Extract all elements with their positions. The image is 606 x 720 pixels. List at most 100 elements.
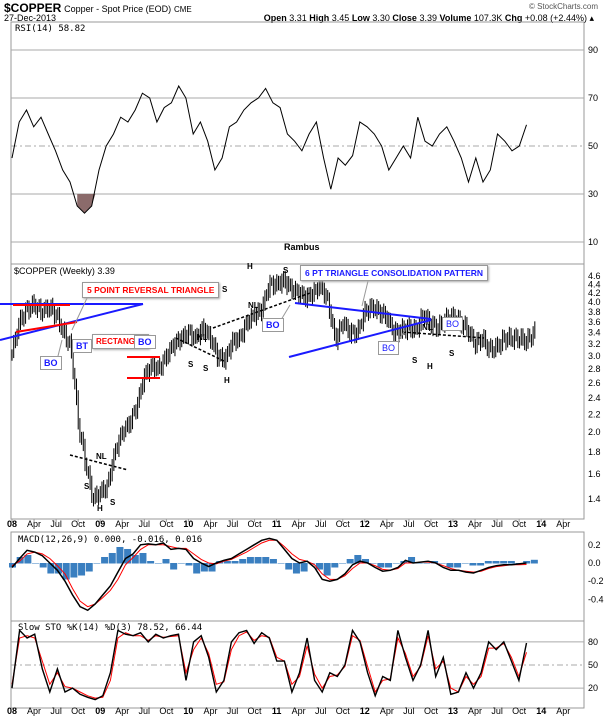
x-tick-label: Oct <box>71 519 86 529</box>
x-tick-label: Jul <box>491 706 503 716</box>
macd-histogram-bar <box>101 556 109 564</box>
sto-title: Slow STO %K(14) %D(3) 78.52, 66.44 <box>18 623 203 633</box>
macd-histogram-bar <box>208 563 216 572</box>
price-tick-label: 3.8 <box>588 307 601 317</box>
x-tick-label: Oct <box>424 519 439 529</box>
macd-histogram-bar <box>223 560 231 564</box>
x-tick-label: 12 <box>360 706 370 716</box>
x-tick-label: Apr <box>380 519 394 529</box>
x-tick-label: Apr <box>468 706 482 716</box>
neckline-2013 <box>402 331 485 339</box>
macd-title: MACD(12,26,9) 0.000, -0.016, 0.016 <box>18 535 203 545</box>
x-tick-label: 08 <box>7 519 17 529</box>
callout-pointer <box>361 280 369 307</box>
macd-histogram-bar <box>78 563 86 576</box>
price-tick-label: 1.4 <box>588 494 601 504</box>
high-value: 3.45 <box>331 13 350 23</box>
macd-histogram-bar <box>277 563 285 564</box>
x-tick-label: Jul <box>227 519 239 529</box>
x-tick-label: Apr <box>27 519 41 529</box>
macd-histogram-bar <box>170 563 178 570</box>
macd-histogram-bar <box>262 556 270 564</box>
macd-histogram-bar <box>285 563 293 570</box>
macd-histogram-bar <box>154 563 162 564</box>
macd-histogram-bar <box>24 554 32 564</box>
pattern-label-s: S <box>449 349 455 358</box>
sto-tick-label: 50 <box>588 660 598 670</box>
macd-histogram-bar <box>292 563 300 574</box>
macd-histogram-bar <box>254 556 262 564</box>
bo-label: BO <box>40 356 62 370</box>
x-tick-label: Apr <box>292 706 306 716</box>
x-tick-label: Apr <box>556 706 570 716</box>
sto-k-line <box>11 628 528 701</box>
macd-histogram-bar <box>354 554 362 564</box>
macd-signal-line <box>11 539 527 608</box>
x-tick-label: Apr <box>556 519 570 529</box>
x-tick-label: Oct <box>159 519 174 529</box>
rsi-panel <box>10 21 585 265</box>
macd-histogram-bar <box>239 558 247 564</box>
x-tick-label: Oct <box>424 706 439 716</box>
macd-histogram-bar <box>108 552 116 564</box>
quote-summary: Open 3.31 High 3.45 Low 3.30 Close 3.39 … <box>264 13 594 24</box>
x-tick-label: 09 <box>95 519 105 529</box>
pattern-label-s: S <box>222 285 228 294</box>
rsi-line <box>11 84 527 214</box>
neckline-2010 <box>212 292 311 329</box>
macd-histogram-bar <box>415 563 423 564</box>
instrument-name: Copper - Spot Price (EOD) <box>64 4 172 14</box>
macd-histogram-bar <box>362 558 370 564</box>
pattern-label-h: H <box>427 362 433 371</box>
close-label: Close <box>392 13 417 23</box>
x-tick-label: Oct <box>336 519 351 529</box>
x-tick-label: Jul <box>403 706 415 716</box>
macd-histogram-bar <box>346 558 354 564</box>
consolidation-top-line <box>294 302 432 320</box>
x-tick-label: Jul <box>403 519 415 529</box>
macd-histogram-bar <box>469 563 477 566</box>
macd-histogram-bar <box>392 563 400 564</box>
macd-histogram-bar <box>131 554 139 564</box>
bo-label: BO <box>378 341 400 355</box>
x-tick-label: Jul <box>50 706 62 716</box>
macd-histogram-bar <box>323 563 331 576</box>
price-tick-label: 2.6 <box>588 378 601 388</box>
price-tick-label: 4.2 <box>588 288 601 298</box>
x-tick-label: Oct <box>336 706 351 716</box>
bo-label: BO <box>134 335 156 349</box>
macd-histogram-bar <box>408 556 416 564</box>
close-value: 3.39 <box>419 13 437 23</box>
x-tick-label: Jul <box>139 706 151 716</box>
x-tick-label: Oct <box>159 706 174 716</box>
macd-histogram-bar <box>454 563 462 568</box>
chart-title: $COPPER Copper - Spot Price (EOD) CME <box>4 1 192 15</box>
macd-histogram-bar <box>438 563 446 564</box>
open-value: 3.31 <box>289 13 307 23</box>
x-tick-label: Apr <box>115 706 129 716</box>
x-tick-label: Apr <box>468 519 482 529</box>
volume-value: 107.3K <box>473 13 503 23</box>
x-tick-label: Jul <box>227 706 239 716</box>
x-tick-label: Apr <box>292 519 306 529</box>
macd-histogram-bar <box>315 563 323 570</box>
pattern-label-h: H <box>97 504 103 513</box>
macd-tick-label: 0.0 <box>588 558 601 568</box>
watermark: © StockCharts.com <box>528 2 598 11</box>
price-tick-label: 2.4 <box>588 393 601 403</box>
x-tick-label: Apr <box>380 706 394 716</box>
macd-histogram-bar <box>93 563 101 564</box>
x-tick-label: 10 <box>183 519 193 529</box>
macd-histogram-bar <box>193 563 201 574</box>
x-tick-label: Jul <box>315 519 327 529</box>
neckline-mid2010 <box>175 337 227 363</box>
pattern-label-nl: NL <box>422 323 433 332</box>
low-label: Low <box>351 13 370 23</box>
macd-histogram-bar <box>477 563 485 566</box>
price-title: $COPPER (Weekly) 3.39 <box>14 266 115 276</box>
price-tick-label: 4.0 <box>588 297 601 307</box>
x-tick-label: Jul <box>139 519 151 529</box>
macd-histogram-bar <box>47 563 55 574</box>
x-tick-label: 10 <box>183 706 193 716</box>
macd-histogram-bar <box>446 563 454 568</box>
